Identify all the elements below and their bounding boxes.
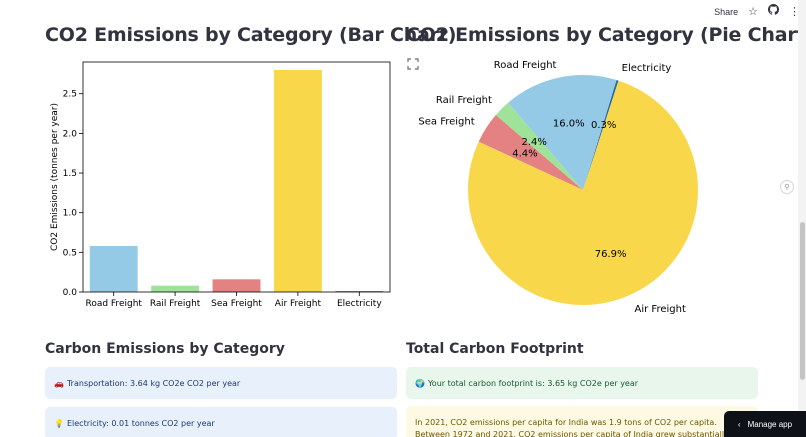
bar-chart-title: CO2 Emissions by Category (Bar Chart) (45, 24, 457, 46)
github-icon[interactable] (768, 4, 779, 20)
globe-icon: 🌍 (415, 378, 425, 388)
share-button[interactable]: Share (714, 7, 739, 17)
pie-label: Sea Freight (418, 116, 474, 127)
manage-app-label: Manage app (747, 419, 793, 429)
star-icon[interactable]: ☆ (748, 5, 758, 18)
bar-ytick-label: 1.0 (63, 209, 78, 219)
bar-xtick-label: Sea Freight (211, 299, 262, 309)
pie-label: Air Freight (635, 304, 686, 315)
bar-ytick-label: 1.5 (63, 169, 77, 179)
electricity-info: 💡 Electricity: 0.01 tonnes CO2 per year (45, 407, 397, 437)
pie-pct-label: 2.4% (522, 137, 547, 148)
fullscreen-icon[interactable] (407, 58, 419, 70)
electricity-text: Electricity: 0.01 tonnes CO2 per year (66, 418, 215, 428)
lightbulb-icon: 💡 (54, 418, 64, 428)
transportation-text: Transportation: 3.64 kg CO2e CO2 per yea… (66, 378, 241, 388)
pie-slice-sea-freight (478, 115, 583, 190)
pie-label: Rail Freight (436, 95, 492, 106)
pie-chart-title: CO2 Emissions by Category (Pie Chart) (406, 24, 806, 46)
bar-road-freight (89, 246, 138, 292)
pie-pct-label: 76.9% (595, 249, 627, 260)
more-vertical-icon[interactable]: ⋮ (789, 5, 800, 18)
bar-ytick-label: 2.5 (63, 90, 77, 100)
transportation-info: 🚗 Transportation: 3.64 kg CO2e CO2 per y… (45, 367, 397, 399)
chevron-left-icon: ‹ (737, 419, 741, 429)
pie-slice-road-freight (508, 75, 617, 190)
pie-slice-air-freight (468, 80, 698, 305)
pie-label: Electricity (622, 63, 672, 74)
footprint-warning: In 2021, CO2 emissions per capita for In… (406, 406, 758, 437)
bar-xtick-label: Air Freight (275, 299, 322, 309)
manage-app-button[interactable]: ‹ Manage app (724, 411, 806, 437)
bar-ytick-label: 0.0 (63, 288, 78, 298)
top-toolbar: Share ☆ ⋮ (714, 4, 800, 20)
bar-plot-frame (82, 61, 391, 293)
footprint-heading: Total Carbon Footprint (406, 341, 584, 357)
bar-ytick-label: 2.0 (63, 129, 78, 139)
bar-xtick-label: Electricity (337, 299, 382, 309)
bar-sea-freight (212, 279, 261, 292)
bar-xtick-label: Rail Freight (150, 299, 201, 309)
bar-air-freight (273, 69, 322, 292)
scrollbar-track[interactable] (798, 0, 806, 437)
bar-ylabel: CO2 Emissions (tonnes per year) (50, 103, 60, 251)
bar-chart: 0.0 0.5 1.0 1.5 2.0 2.5 Road Freight Rail Frei… (50, 61, 391, 309)
emissions-heading: Carbon Emissions by Category (45, 341, 285, 357)
pie-pct-label: 16.0% (553, 118, 585, 129)
footprint-info-text: In 2021, CO2 emissions per capita for In… (415, 418, 750, 437)
pie-label: Road Freight (494, 60, 557, 71)
bar-rail-freight (151, 285, 200, 292)
scrollbar-thumb[interactable] (800, 222, 805, 380)
footprint-text: Your total carbon footprint is: 3.65 kg … (427, 378, 639, 388)
bar-xtick-label: Road Freight (85, 299, 142, 309)
pie-chart: Electricity 0.3% Road Freight 16.0% Rail Fre… (418, 60, 698, 315)
search-icon[interactable]: ⚲ (780, 180, 794, 194)
car-icon: 🚗 (54, 378, 64, 388)
bar-ytick-label: 0.5 (63, 248, 77, 258)
pie-pct-label: 4.4% (512, 149, 537, 160)
pie-slice-electricity (583, 79, 619, 190)
pie-slice-rail-freight (495, 102, 583, 190)
footprint-success: 🌍 Your total carbon footprint is: 3.65 k… (406, 367, 758, 399)
pie-pct-label: 0.3% (591, 120, 616, 131)
